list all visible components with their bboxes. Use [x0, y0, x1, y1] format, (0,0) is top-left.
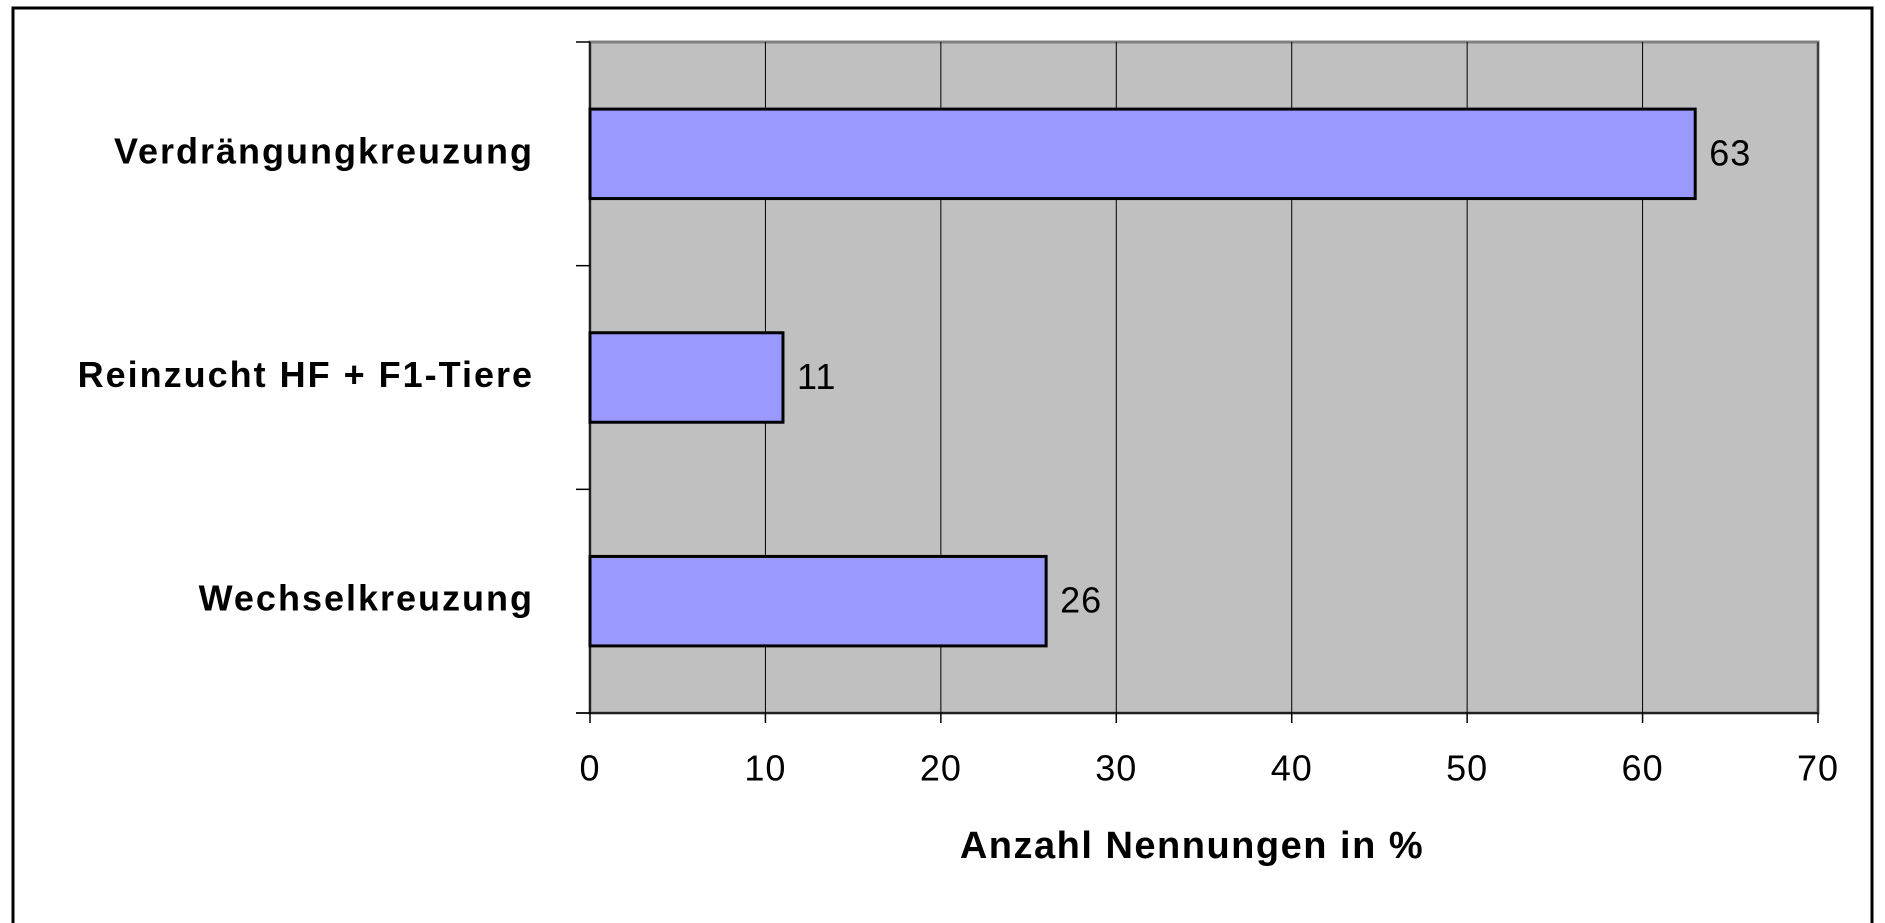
x-tick-label: 50 — [1446, 748, 1488, 789]
frame — [11, 6, 1874, 923]
value-label: 63 — [1709, 132, 1751, 173]
x-tick-label: 70 — [1797, 748, 1839, 789]
x-tick-label: 10 — [744, 748, 786, 789]
value-label: 26 — [1060, 580, 1102, 621]
value-label: 11 — [797, 356, 836, 397]
y-tick-label: Reinzucht HF + F1-Tiere — [78, 354, 534, 395]
bar — [588, 554, 1048, 648]
x-axis-title: Anzahl Nennungen in % — [960, 825, 1424, 867]
y-tick-label: Wechselkreuzung — [199, 578, 534, 619]
y-tick-label: Verdrängungkreuzung — [114, 130, 534, 171]
bar — [588, 331, 785, 424]
x-tick-label: 40 — [1271, 748, 1313, 789]
bar — [588, 107, 1697, 201]
x-tick-label: 30 — [1095, 748, 1137, 789]
x-tick-label: 20 — [920, 748, 962, 789]
x-tick-label: 0 — [579, 748, 600, 789]
x-tick-label: 60 — [1622, 748, 1664, 789]
